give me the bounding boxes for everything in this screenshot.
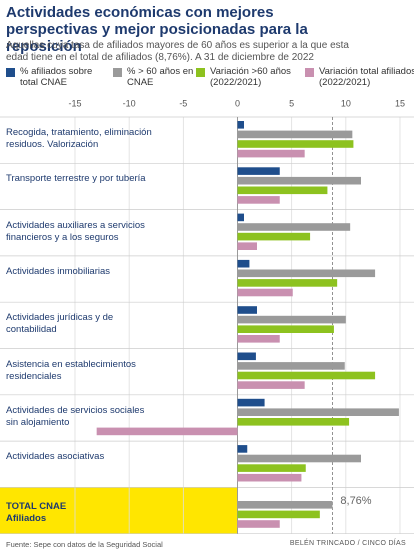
bar: [237, 473, 302, 482]
category-label: Actividades inmobiliarias: [6, 265, 111, 277]
legend-swatch: [196, 68, 205, 77]
x-tick-label: -10: [123, 98, 136, 108]
bar: [237, 186, 328, 195]
legend-label: % afiliados sobre total CNAE: [20, 66, 93, 88]
bar: [237, 408, 399, 416]
bar: [237, 352, 256, 361]
bar: [237, 335, 280, 343]
value-label: 8,76%: [340, 495, 371, 507]
category-label: Actividades auxiliares a servicios finan…: [6, 219, 145, 243]
bar: [237, 315, 346, 324]
bar: [237, 454, 361, 463]
bar: [237, 325, 334, 333]
bar: [237, 398, 265, 407]
category-label: Actividades jurídicas y de contabilidad: [6, 312, 114, 336]
bar: [96, 427, 238, 436]
legend-swatch: [113, 68, 122, 77]
bar: [237, 381, 305, 389]
bar: [237, 520, 280, 528]
bar: [237, 232, 311, 241]
bar: [237, 464, 306, 472]
bar: [237, 149, 305, 158]
category-label: Asistencia en establecimientos residenci…: [6, 358, 136, 382]
bar: [237, 288, 293, 297]
bar: [237, 279, 338, 287]
bar: [237, 259, 250, 268]
bar: [237, 223, 351, 231]
x-tick-label: 10: [341, 98, 351, 108]
bar: [237, 510, 320, 519]
bar: [237, 176, 361, 185]
bar: [237, 306, 257, 314]
x-tick-label: 0: [235, 98, 240, 108]
category-label: Transporte terrestre y por tubería: [6, 173, 146, 185]
bar: [237, 130, 353, 139]
bar: [237, 196, 280, 204]
chart-subtitle: Aquellas cuya tasa de afiliados mayores …: [6, 40, 349, 63]
legend-label: % > 60 años en CNAE: [127, 66, 194, 88]
bar: [237, 121, 244, 129]
legend-swatch: [6, 68, 15, 77]
x-tick-label: -15: [68, 98, 81, 108]
category-label: Recogida, tratamiento, eliminación resid…: [6, 127, 152, 150]
bar: [237, 213, 244, 222]
bar: [237, 418, 350, 426]
x-tick-label: 15: [395, 98, 405, 108]
category-label: TOTAL CNAE Afiliados: [6, 501, 67, 525]
legend-swatch: [305, 68, 314, 77]
legend-label: Variación >60 años (2022/2021): [210, 66, 291, 88]
source: Fuente: Sepe con datos de la Seguridad S…: [6, 540, 163, 549]
bar: [237, 167, 280, 175]
bar: [237, 269, 376, 278]
x-tick-label: 5: [289, 98, 294, 108]
highlight: [0, 487, 238, 534]
x-tick-label: -5: [179, 98, 187, 108]
bar: [237, 501, 333, 509]
bar: [237, 371, 376, 380]
credit: BELÉN TRINCADO / CINCO DÍAS: [289, 540, 406, 547]
bar: [237, 242, 257, 250]
category-label: Actividades asociativas: [6, 451, 105, 463]
bar: [237, 362, 345, 370]
category-label: Actividades de servicios sociales sin al…: [6, 404, 145, 428]
bar: [237, 140, 354, 148]
chart-title: Actividades económicas con mejores persp…: [6, 4, 308, 55]
bar: [237, 445, 248, 453]
legend-label: Variación total afiliados (2022/2021): [319, 66, 414, 88]
